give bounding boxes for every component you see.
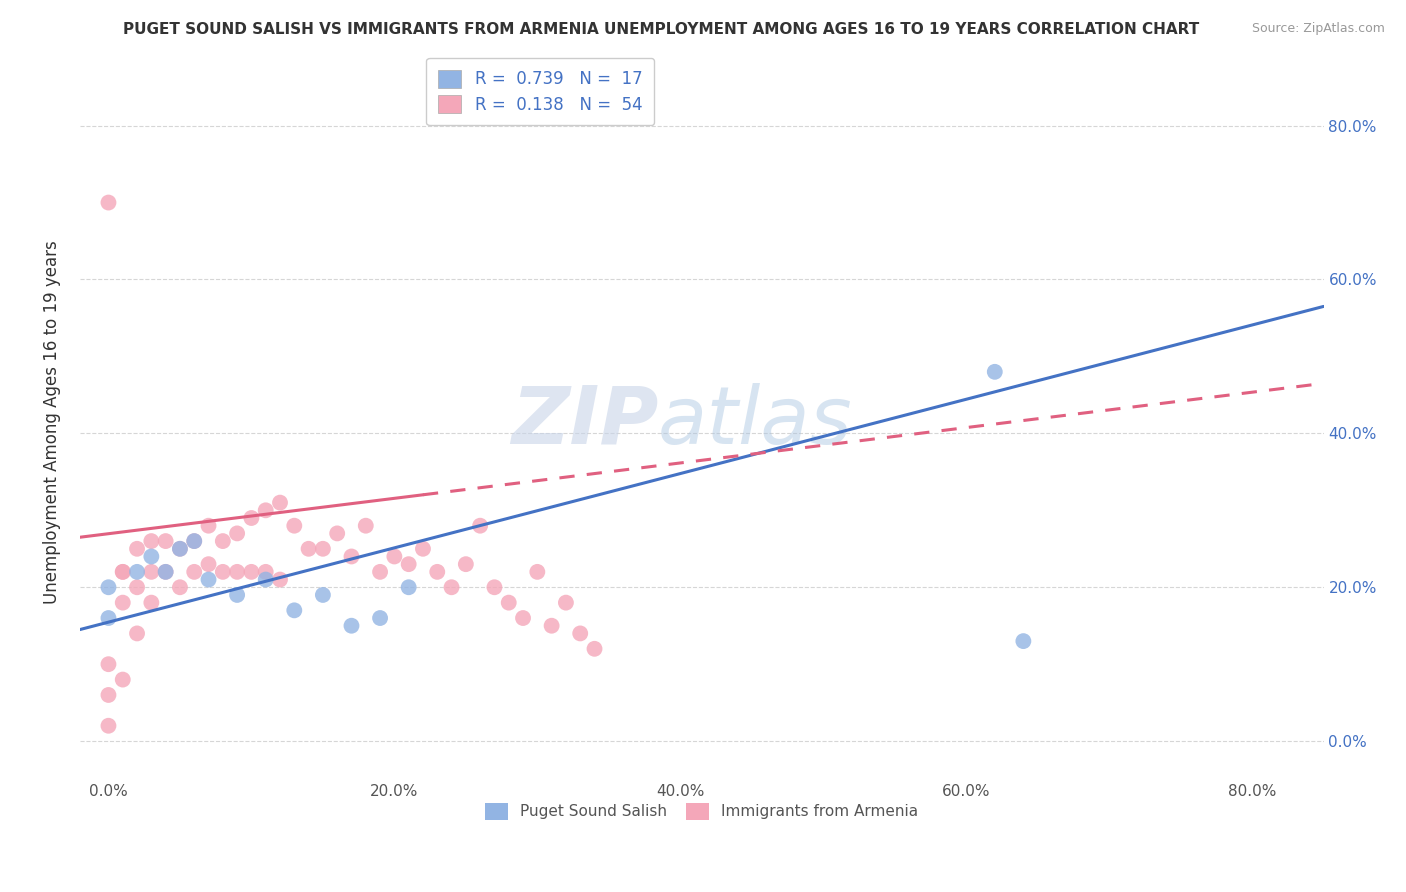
Point	[169, 541, 191, 556]
Point	[226, 565, 249, 579]
Point	[97, 657, 120, 672]
Text: ZIP: ZIP	[510, 383, 658, 461]
Point	[125, 541, 148, 556]
Point	[183, 565, 205, 579]
Text: atlas: atlas	[658, 383, 853, 461]
Point	[254, 503, 277, 517]
Point	[183, 534, 205, 549]
Point	[454, 557, 477, 571]
Point	[440, 580, 463, 594]
Point	[155, 565, 177, 579]
Point	[540, 618, 562, 632]
Point	[498, 596, 520, 610]
Point	[398, 557, 420, 571]
Point	[240, 565, 263, 579]
Point	[468, 518, 491, 533]
Point	[125, 626, 148, 640]
Text: Source: ZipAtlas.com: Source: ZipAtlas.com	[1251, 22, 1385, 36]
Point	[240, 511, 263, 525]
Point	[97, 611, 120, 625]
Point	[269, 495, 291, 509]
Point	[141, 549, 163, 564]
Point	[254, 573, 277, 587]
Point	[340, 549, 363, 564]
Point	[312, 541, 335, 556]
Point	[155, 565, 177, 579]
Point	[111, 596, 134, 610]
Point	[141, 596, 163, 610]
Point	[984, 365, 1007, 379]
Point	[368, 565, 391, 579]
Point	[226, 526, 249, 541]
Point	[426, 565, 449, 579]
Legend: Puget Sound Salish, Immigrants from Armenia: Puget Sound Salish, Immigrants from Arme…	[479, 797, 924, 826]
Point	[283, 603, 305, 617]
Point	[569, 626, 592, 640]
Point	[283, 518, 305, 533]
Point	[211, 565, 233, 579]
Y-axis label: Unemployment Among Ages 16 to 19 years: Unemployment Among Ages 16 to 19 years	[44, 240, 60, 604]
Point	[97, 719, 120, 733]
Point	[111, 673, 134, 687]
Point	[125, 580, 148, 594]
Point	[211, 534, 233, 549]
Point	[125, 565, 148, 579]
Point	[512, 611, 534, 625]
Point	[484, 580, 506, 594]
Text: PUGET SOUND SALISH VS IMMIGRANTS FROM ARMENIA UNEMPLOYMENT AMONG AGES 16 TO 19 Y: PUGET SOUND SALISH VS IMMIGRANTS FROM AR…	[122, 22, 1199, 37]
Point	[97, 195, 120, 210]
Point	[97, 580, 120, 594]
Point	[398, 580, 420, 594]
Point	[141, 565, 163, 579]
Point	[111, 565, 134, 579]
Point	[326, 526, 349, 541]
Point	[1012, 634, 1035, 648]
Point	[197, 573, 219, 587]
Point	[555, 596, 578, 610]
Point	[269, 573, 291, 587]
Point	[169, 541, 191, 556]
Point	[111, 565, 134, 579]
Point	[254, 565, 277, 579]
Point	[368, 611, 391, 625]
Point	[183, 534, 205, 549]
Point	[226, 588, 249, 602]
Point	[155, 534, 177, 549]
Point	[354, 518, 377, 533]
Point	[141, 534, 163, 549]
Point	[526, 565, 548, 579]
Point	[297, 541, 319, 556]
Point	[583, 641, 606, 656]
Point	[412, 541, 434, 556]
Point	[382, 549, 405, 564]
Point	[97, 688, 120, 702]
Point	[197, 557, 219, 571]
Point	[340, 618, 363, 632]
Point	[169, 580, 191, 594]
Point	[312, 588, 335, 602]
Point	[197, 518, 219, 533]
